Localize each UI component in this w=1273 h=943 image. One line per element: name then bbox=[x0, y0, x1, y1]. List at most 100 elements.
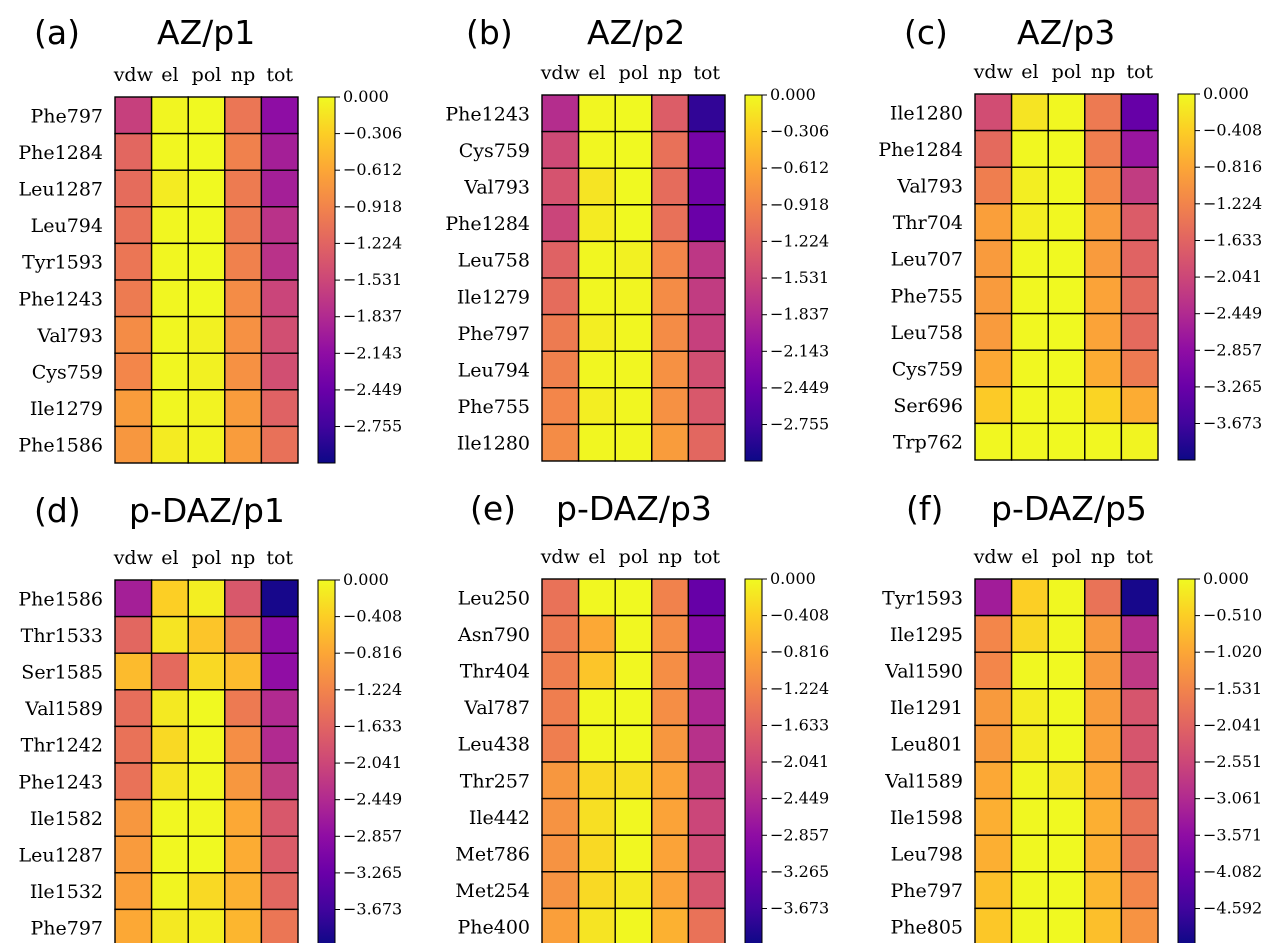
heatmap-cell bbox=[541, 688, 580, 727]
colorbar-tick-label: −2.449 bbox=[343, 790, 402, 809]
heatmap-cell bbox=[114, 872, 153, 911]
column-label: vdw bbox=[973, 546, 1014, 568]
heatmap-cell bbox=[1120, 276, 1159, 315]
row-label: Phe755 bbox=[457, 396, 530, 418]
row-label: Val793 bbox=[36, 325, 103, 347]
column-label: np bbox=[231, 547, 255, 569]
heatmap-cell bbox=[1047, 203, 1086, 242]
heatmap-cell bbox=[577, 761, 616, 800]
heatmap-cell bbox=[1084, 422, 1123, 461]
colorbar-tick-label: −3.265 bbox=[1203, 377, 1262, 396]
heatmap-cell bbox=[150, 579, 189, 618]
heatmap-cell bbox=[687, 387, 726, 426]
colorbar-tick-label: −0.816 bbox=[770, 642, 829, 661]
heatmap-cell bbox=[687, 167, 726, 206]
colorbar-tick-label: −0.918 bbox=[343, 197, 402, 216]
heatmap-cell bbox=[541, 313, 580, 352]
heatmap-cell bbox=[577, 423, 616, 462]
heatmap-cell bbox=[224, 798, 263, 837]
heatmap-cell bbox=[150, 835, 189, 874]
colorbar-tick-label: −1.224 bbox=[770, 231, 829, 250]
row-label: Ile1582 bbox=[30, 808, 103, 830]
heatmap-cell bbox=[1120, 761, 1159, 800]
heatmap-cell bbox=[224, 835, 263, 874]
heatmap-cell bbox=[224, 725, 263, 764]
heatmap-cell bbox=[187, 835, 226, 874]
heatmap-cell bbox=[1010, 129, 1049, 168]
colorbar bbox=[1177, 93, 1196, 461]
column-label: np bbox=[658, 546, 682, 568]
row-label: Ile1532 bbox=[30, 881, 103, 903]
row-label: Val793 bbox=[896, 176, 963, 198]
heatmap-cell bbox=[651, 578, 690, 617]
colorbar-tick-label: −1.224 bbox=[343, 680, 402, 699]
heatmap-cell bbox=[1120, 614, 1159, 653]
heatmap-cell bbox=[150, 206, 189, 245]
heatmap-cell bbox=[1047, 166, 1086, 205]
heatmap-cell bbox=[974, 907, 1013, 943]
heatmap-cell bbox=[224, 352, 263, 391]
column-label: tot bbox=[266, 64, 293, 86]
heatmap-cell bbox=[577, 578, 616, 617]
heatmap-cell bbox=[577, 130, 616, 169]
colorbar-tick-label: −1.633 bbox=[770, 715, 829, 734]
colorbar-tick-label: −1.224 bbox=[770, 679, 829, 698]
heatmap-cell bbox=[1120, 349, 1159, 388]
heatmap-cell bbox=[974, 651, 1013, 690]
colorbar-tick-label: −2.857 bbox=[343, 826, 402, 845]
heatmap-cell bbox=[224, 615, 263, 654]
heatmap-cell bbox=[651, 387, 690, 426]
heatmap-cell bbox=[224, 315, 263, 354]
row-label: Val1589 bbox=[884, 770, 963, 792]
heatmap-cell bbox=[260, 96, 299, 135]
heatmap-cell bbox=[614, 614, 653, 653]
heatmap-cell bbox=[687, 578, 726, 617]
heatmap-cell bbox=[974, 276, 1013, 315]
heatmap-cell bbox=[114, 425, 153, 464]
panel-title: p-DAZ/p1 bbox=[129, 491, 285, 530]
row-label: Ile1291 bbox=[890, 697, 963, 719]
heatmap-cell bbox=[187, 242, 226, 281]
heatmap-cell bbox=[614, 313, 653, 352]
heatmap-cell bbox=[974, 386, 1013, 425]
heatmap-cell bbox=[150, 389, 189, 428]
colorbar bbox=[1177, 578, 1196, 943]
heatmap-cell bbox=[1047, 129, 1086, 168]
heatmap-cell bbox=[187, 279, 226, 318]
heatmap-cell bbox=[150, 352, 189, 391]
heatmap-cell bbox=[260, 579, 299, 618]
heatmap-cell bbox=[577, 313, 616, 352]
heatmap-cell bbox=[150, 689, 189, 728]
colorbar-tick-label: −0.306 bbox=[343, 124, 402, 143]
heatmap-cell bbox=[614, 651, 653, 690]
heatmap-cell bbox=[651, 167, 690, 206]
heatmap-cell bbox=[1047, 422, 1086, 461]
heatmap-cell bbox=[974, 349, 1013, 388]
row-label: Tyr1593 bbox=[882, 587, 963, 609]
heatmap-cell bbox=[541, 167, 580, 206]
panel-title: p-DAZ/p3 bbox=[556, 489, 712, 528]
heatmap-cell bbox=[1010, 578, 1049, 617]
heatmap-cell bbox=[1010, 276, 1049, 315]
heatmap-cell bbox=[1010, 386, 1049, 425]
heatmap-cell bbox=[150, 242, 189, 281]
panel-label: (d) bbox=[34, 491, 81, 530]
heatmap-cell bbox=[1120, 203, 1159, 242]
heatmap-cell bbox=[1120, 834, 1159, 873]
heatmap-cell bbox=[687, 797, 726, 836]
colorbar-tick-label: −2.143 bbox=[770, 341, 829, 360]
row-label: Phe1243 bbox=[18, 771, 103, 793]
row-label: Phe1243 bbox=[18, 288, 103, 310]
heatmap-cell bbox=[224, 389, 263, 428]
heatmap-cell bbox=[541, 724, 580, 763]
heatmap-cell bbox=[1084, 834, 1123, 873]
heatmap-cell bbox=[687, 94, 726, 133]
row-label: Leu438 bbox=[458, 734, 530, 756]
colorbar-tick-label: −1.633 bbox=[1203, 230, 1262, 249]
heatmap-cell bbox=[541, 761, 580, 800]
heatmap-cell bbox=[614, 240, 653, 279]
heatmap-cell bbox=[651, 907, 690, 943]
heatmap-cell bbox=[577, 834, 616, 873]
colorbar-tick-label: −2.041 bbox=[1203, 267, 1262, 286]
column-label: tot bbox=[693, 62, 720, 84]
